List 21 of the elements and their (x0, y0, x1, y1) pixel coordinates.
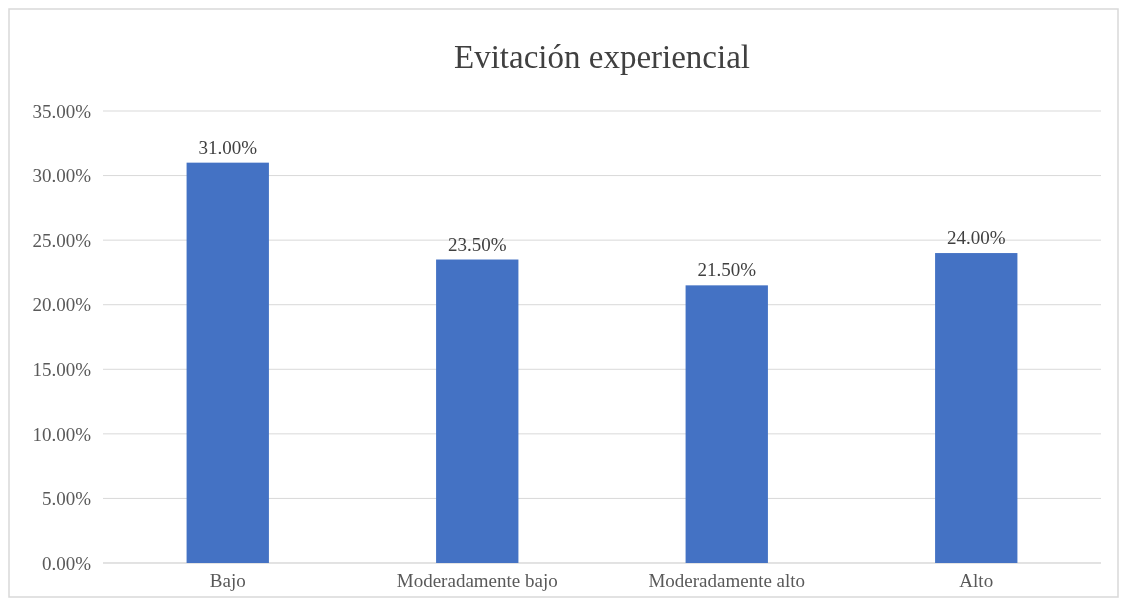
y-tick-label: 5.00% (41, 488, 92, 510)
chart-title: Evitación experiencial (454, 39, 750, 75)
bar (436, 259, 519, 563)
x-tick-label: Moderadamente alto (648, 570, 806, 591)
data-label: 21.50% (697, 259, 757, 281)
x-tick-label: Bajo (209, 570, 246, 591)
data-label: 24.00% (946, 227, 1006, 249)
y-tick-label: 20.00% (32, 294, 92, 316)
y-tick-label: 35.00% (32, 100, 92, 122)
y-tick-label: 15.00% (32, 358, 92, 380)
y-tick-label: 25.00% (32, 229, 92, 251)
y-tick-label: 10.00% (32, 423, 92, 445)
bar (186, 162, 269, 563)
y-tick-label: 30.00% (32, 165, 92, 187)
data-label: 31.00% (198, 136, 258, 158)
data-label: 23.50% (447, 233, 507, 255)
y-tick-label: 0.00% (41, 552, 92, 574)
x-tick-label: Alto (959, 570, 994, 591)
x-tick-label: Moderadamente bajo (396, 570, 558, 591)
bar (935, 253, 1018, 563)
bar (685, 285, 768, 563)
